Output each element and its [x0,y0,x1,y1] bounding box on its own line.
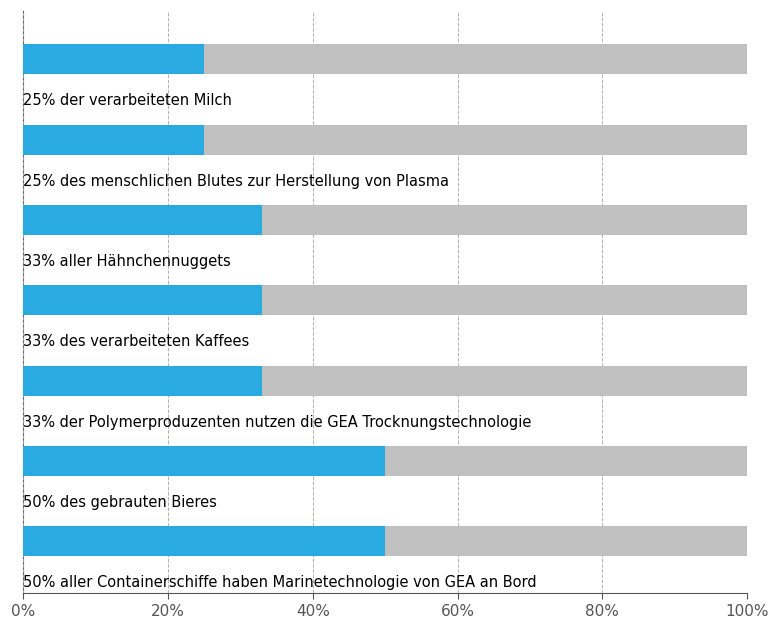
Text: 50% des gebrauten Bieres: 50% des gebrauten Bieres [23,495,217,510]
Bar [262,205,747,235]
Text: 33% aller Hähnchennuggets: 33% aller Hähnchennuggets [23,254,231,269]
Bar [23,44,204,74]
Bar [23,365,262,396]
Bar [385,446,747,476]
Bar [385,526,747,556]
Bar [23,285,262,316]
Text: 33% des verarbeiteten Kaffees: 33% des verarbeiteten Kaffees [23,335,250,350]
Bar [204,125,747,155]
Bar [23,526,385,556]
Bar [23,125,204,155]
Text: 25% der verarbeiteten Milch: 25% der verarbeiteten Milch [23,93,232,108]
Bar [23,205,262,235]
Bar [204,44,747,74]
Text: 25% des menschlichen Blutes zur Herstellung von Plasma: 25% des menschlichen Blutes zur Herstell… [23,174,449,189]
Bar [23,446,385,476]
Text: 33% der Polymerproduzenten nutzen die GEA Trocknungstechnologie: 33% der Polymerproduzenten nutzen die GE… [23,415,532,430]
Bar [262,285,747,316]
Text: 50% aller Containerschiffe haben Marinetechnologie von GEA an Bord: 50% aller Containerschiffe haben Marinet… [23,575,537,590]
Bar [262,365,747,396]
